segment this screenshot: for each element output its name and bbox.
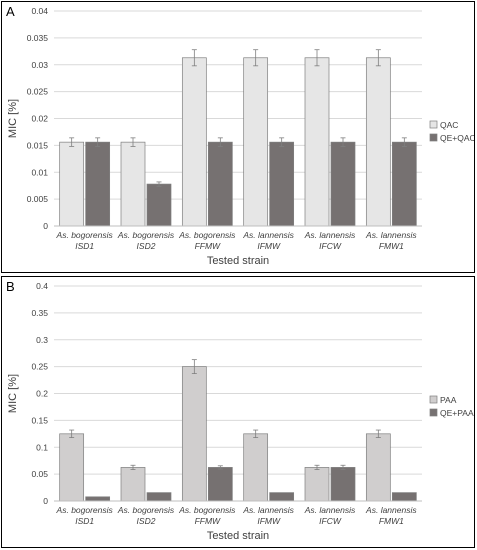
charta-x-tick-label: As. lannensis <box>242 230 294 240</box>
chartb-bar-paa <box>365 433 391 502</box>
chartb-x-tick-label: ISD1 <box>75 516 94 526</box>
charta-bar-qe-qac <box>391 141 417 227</box>
charta-x-tick-label: IFCW <box>319 241 342 251</box>
charta-y-tick-label: 0.03 <box>31 60 48 70</box>
charta-y-tick-label: 0.035 <box>27 33 49 43</box>
chartb-legend-label: QE+PAA <box>440 408 474 418</box>
chartb-y-tick-label: 0.05 <box>31 469 48 479</box>
charta-y-tick-label: 0.025 <box>27 87 49 97</box>
chartb-y-tick-label: 0.35 <box>31 308 48 318</box>
chartb-bar-paa <box>243 433 269 502</box>
chartb-legend-swatch <box>429 395 438 404</box>
chartb-x-tick-label: As. bogorensis <box>117 505 175 515</box>
chartb-x-tick-label: ISD2 <box>137 516 156 526</box>
charta-bar-qac <box>243 57 269 227</box>
chartb-x-tick-label: IFCW <box>319 516 342 526</box>
charta-y-tick-label: 0.01 <box>31 167 48 177</box>
charta-y-tick-label: 0.015 <box>27 140 49 150</box>
chartb-bar-paa <box>181 366 207 502</box>
charta-y-tick-label: 0.02 <box>31 114 48 124</box>
chartb-bar-qe-paa <box>207 467 233 502</box>
chartb-x-tick-label: As. lannensis <box>304 505 356 515</box>
charta-bar-qac <box>365 57 391 227</box>
chartb-x-tick-label: As. lannensis <box>242 505 294 515</box>
charta-bar-qe-qac <box>330 141 356 227</box>
chartb-x-tick-label: IFMW <box>257 516 281 526</box>
charta-legend-label: QE+QAC <box>440 133 474 143</box>
charta-bar-qac <box>181 57 207 227</box>
chartb-y-tick-label: 0.15 <box>31 415 48 425</box>
charta-bar-qac <box>120 141 146 227</box>
chartb-y-tick-label: 0.3 <box>36 335 48 345</box>
charta-bar-qe-qac <box>207 141 233 227</box>
charta-bar-qac <box>304 57 330 227</box>
chartb-bar-paa <box>120 467 146 502</box>
charta-bar-qac <box>59 141 85 227</box>
chartb-bar-qe-paa <box>330 467 356 502</box>
charta-x-tick-label: As. bogorensis <box>117 230 175 240</box>
charta-x-axis-title: Tested strain <box>207 255 269 267</box>
charta-x-tick-label: As. bogorensis <box>178 230 236 240</box>
chartb-y-tick-label: 0.2 <box>36 389 48 399</box>
chartb-legend-swatch <box>429 408 438 417</box>
chartb-bar-paa <box>59 433 85 502</box>
charta-y-tick-label: 0.04 <box>31 6 48 16</box>
panel-letter-a: A <box>6 4 15 19</box>
chartb-x-tick-label: FFMW <box>195 516 221 526</box>
charta-x-tick-label: FFMW <box>195 241 221 251</box>
chartb-x-tick-label: FMW1 <box>379 516 404 526</box>
chartb-y-axis-title: MIC [%] <box>7 374 19 413</box>
panel-letter-b: B <box>6 279 15 294</box>
charta-y-axis-title: MIC [%] <box>7 99 19 138</box>
charta-y-tick-label: 0.005 <box>27 194 49 204</box>
charta-x-tick-label: ISD2 <box>137 241 156 251</box>
chartb-y-tick-label: 0.1 <box>36 442 48 452</box>
chartb-bar-qe-paa <box>146 492 172 502</box>
charta-x-tick-label: IFMW <box>257 241 281 251</box>
charta-x-tick-label: As. bogorensis <box>56 230 114 240</box>
chartb-y-tick-label: 0.4 <box>36 281 48 291</box>
charta-bar-qe-qac <box>146 183 172 227</box>
charta-legend-swatch <box>429 133 438 142</box>
chartb-x-tick-label: As. lannensis <box>365 505 417 515</box>
chartb-bar-qe-paa <box>85 496 111 502</box>
chartb-bar-qe-paa <box>391 492 417 502</box>
chartb-bar-qe-paa <box>269 492 295 502</box>
chartb-y-tick-label: 0.25 <box>31 362 48 372</box>
charta-x-tick-label: FMW1 <box>379 241 404 251</box>
charta-bar-qe-qac <box>85 141 111 227</box>
chart-panel-b: B 0 0.05 0.1 0.15 0.2 0.25 0.3 0.35 0.4 As. bogor… <box>1 276 475 548</box>
charta-y-tick-label: 0 <box>43 221 48 231</box>
charta-x-tick-label: As. lannensis <box>304 230 356 240</box>
charta-legend-label: QAC <box>440 120 458 130</box>
chartb-legend-label: PAA <box>440 395 457 405</box>
chart-a-svg: 0 0.005 0.01 0.015 0.02 0.025 0.03 0.035 0.04 As.… <box>7 6 474 267</box>
chartb-y-tick-label: 0 <box>43 496 48 506</box>
chartb-x-tick-label: As. bogorensis <box>56 505 114 515</box>
charta-legend-swatch <box>429 120 438 129</box>
charta-x-tick-label: ISD1 <box>75 241 94 251</box>
chart-b-svg: 0 0.05 0.1 0.15 0.2 0.25 0.3 0.35 0.4 As. bogoren… <box>7 281 474 542</box>
charta-bar-qe-qac <box>269 141 295 227</box>
chartb-x-tick-label: As. bogorensis <box>178 505 236 515</box>
charta-x-tick-label: As. lannensis <box>365 230 417 240</box>
chartb-bar-paa <box>304 467 330 502</box>
chartb-x-axis-title: Tested strain <box>207 530 269 542</box>
chart-panel-a: A 0 0.005 0.01 0.015 0.02 0.025 0.03 0.035 0.04 A… <box>1 1 475 273</box>
